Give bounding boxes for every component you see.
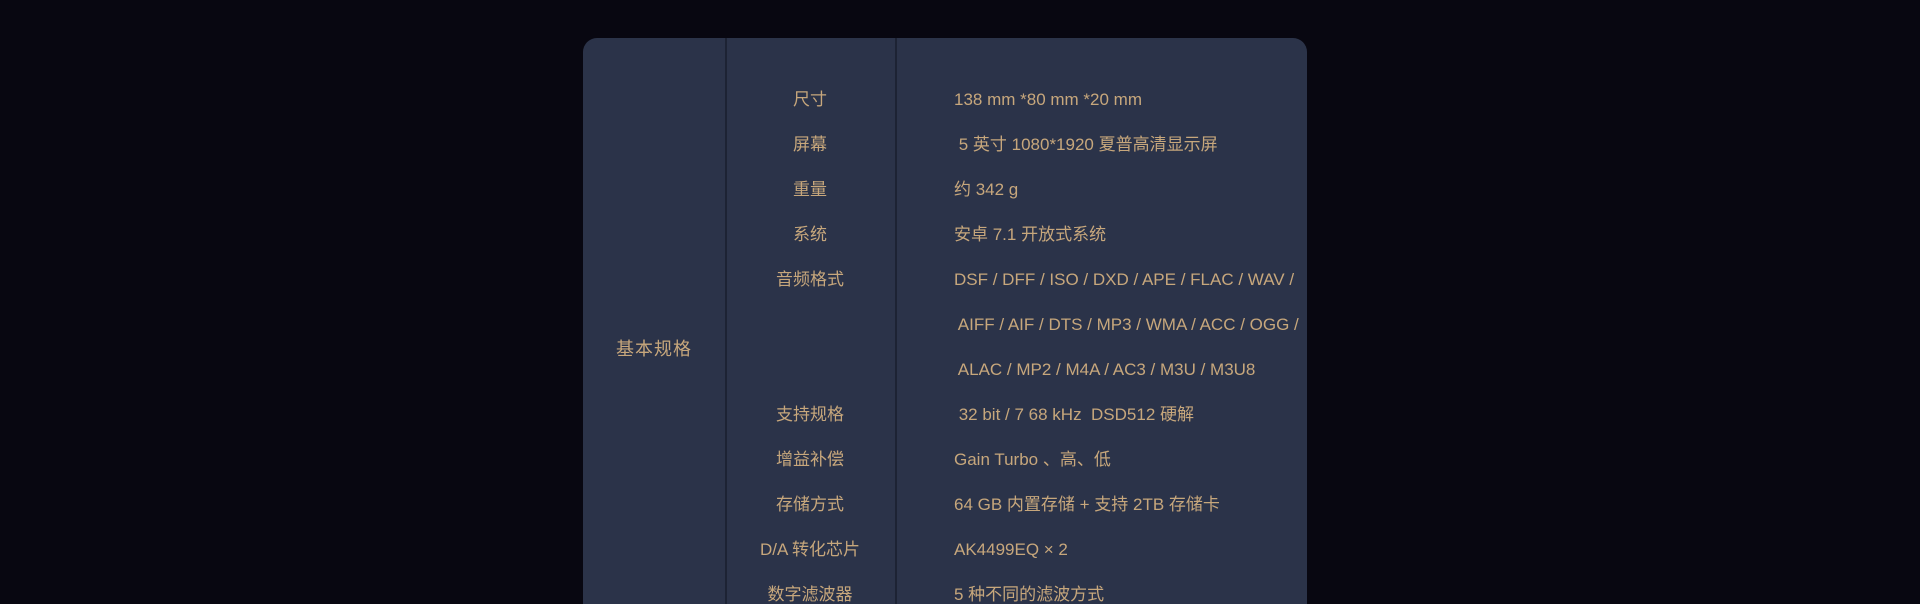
spec-row: 重量 约 342 g [725,167,1307,212]
spec-value-line: 5 种不同的滤波方式 [954,585,1105,604]
spec-value-line: 安卓 7.1 开放式系统 [954,225,1107,244]
spec-value-line: 约 342 g [954,180,1019,199]
spec-row-label: 增益补偿 [776,450,844,469]
spec-row: 支持规格 32 bit / 7 68 kHz DSD512 硬解 [725,392,1307,437]
spec-row: D/A 转化芯片 AK4499EQ × 2 [725,527,1307,572]
spec-value-line: AIFF / AIF / DTS / MP3 / WMA / ACC / OGG… [954,315,1299,334]
spec-row: 增益补偿 Gain Turbo 、高、低 [725,437,1307,482]
spec-row-value: 约 342 g [895,167,1307,212]
spec-row-label: 系统 [793,225,827,244]
spec-row-label: 重量 [793,180,827,199]
column-divider-1 [725,38,727,604]
spec-row-value: 64 GB 内置存储 + 支持 2TB 存储卡 [895,482,1307,527]
spec-value-line: Gain Turbo 、高、低 [954,450,1111,469]
spec-row-label: 屏幕 [793,135,827,154]
spec-row-value: 5 种不同的滤波方式 [895,572,1307,604]
spec-row-value: 32 bit / 7 68 kHz DSD512 硬解 [895,392,1307,437]
spec-row-label: 存储方式 [776,495,844,514]
spec-row-label: 音频格式 [776,270,844,289]
spec-row: 尺寸 138 mm *80 mm *20 mm [725,77,1307,122]
spec-value-line: 5 英寸 1080*1920 夏普高清显示屏 [954,135,1218,154]
spec-row: 存储方式 64 GB 内置存储 + 支持 2TB 存储卡 [725,482,1307,527]
spec-row-label: D/A 转化芯片 [759,540,861,559]
spec-row: 音频格式 DSF / DFF / ISO / DXD / APE / FLAC /… [725,257,1307,392]
spec-row-value: 安卓 7.1 开放式系统 [895,212,1307,257]
spec-rows: 尺寸 138 mm *80 mm *20 mm 屏幕 5 英寸 1080*1920 … [725,77,1307,604]
spec-table: 基本规格 尺寸 138 mm *80 mm *20 mm 屏幕 5 英寸 1080*… [583,38,1307,604]
spec-value-line: ALAC / MP2 / M4A / AC3 / M3U / M3U8 [954,360,1256,379]
spec-value-line: DSF / DFF / ISO / DXD / APE / FLAC / WAV… [954,270,1295,289]
spec-row-value: 5 英寸 1080*1920 夏普高清显示屏 [895,122,1307,167]
spec-value-line: 64 GB 内置存储 + 支持 2TB 存储卡 [954,495,1220,514]
spec-value-line: 32 bit / 7 68 kHz DSD512 硬解 [954,405,1194,424]
spec-value-line: 138 mm *80 mm *20 mm [954,90,1142,109]
spec-row-value: Gain Turbo 、高、低 [895,437,1307,482]
spec-row-label: 数字滤波器 [767,585,853,604]
spec-row-label: 尺寸 [793,90,827,109]
spec-row-value: DSF / DFF / ISO / DXD / APE / FLAC / WAV… [895,257,1307,392]
column-divider-2 [895,38,897,604]
spec-value-line: AK4499EQ × 2 [954,540,1068,559]
spec-row-label: 支持规格 [776,405,844,424]
spec-row: 屏幕 5 英寸 1080*1920 夏普高清显示屏 [725,122,1307,167]
spec-row-value: AK4499EQ × 2 [895,527,1307,572]
spec-row-value: 138 mm *80 mm *20 mm [895,77,1307,122]
category-label: 基本规格 [616,339,692,359]
spec-row: 系统 安卓 7.1 开放式系统 [725,212,1307,257]
spec-row: 数字滤波器 5 种不同的滤波方式 [725,572,1307,604]
